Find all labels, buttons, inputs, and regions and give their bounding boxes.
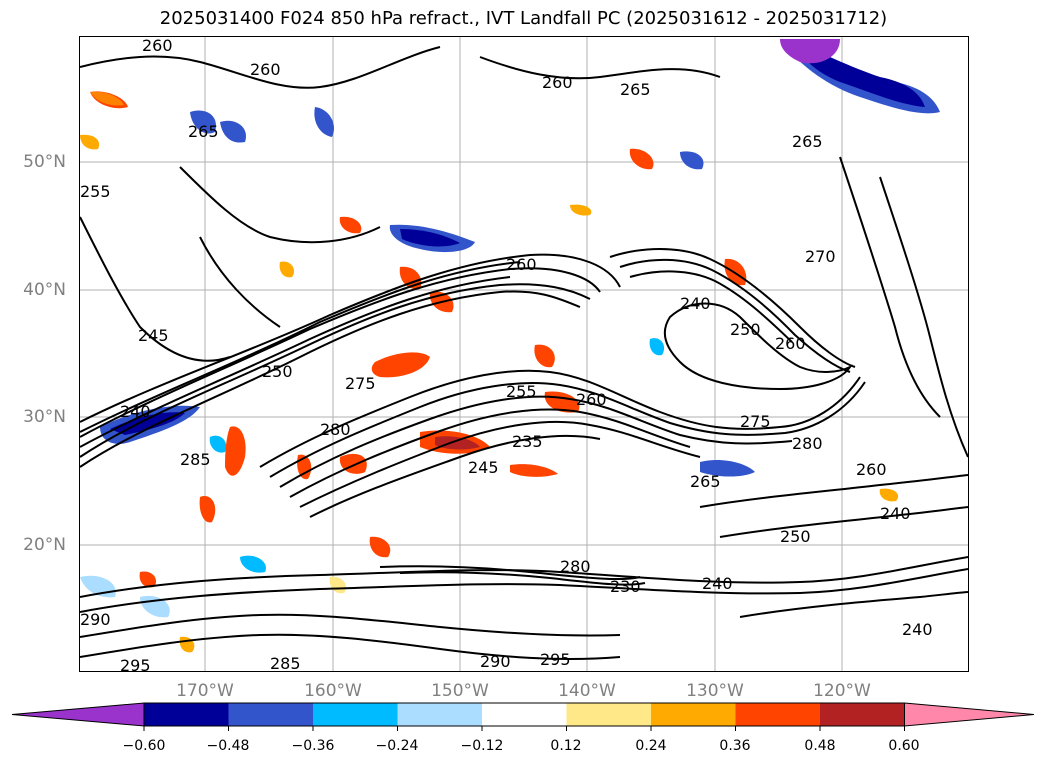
colorbar-tick-label: −0.48 (206, 738, 250, 754)
contour-label: 265 (792, 132, 823, 151)
contour-label: 285 (270, 654, 301, 671)
contour-label: 260 (856, 460, 887, 479)
contour-label: 280 (792, 434, 823, 453)
contour-label: 265 (188, 122, 219, 141)
contour-label: 295 (120, 656, 151, 671)
colorbar-tick-label: 0.48 (804, 738, 836, 754)
contour-label: 270 (805, 247, 836, 266)
contour-label: 280 (560, 557, 591, 576)
colorbar-segment (482, 703, 567, 726)
contour-label: 250 (262, 362, 293, 381)
contour-label: 240 (902, 620, 933, 639)
contour-label: 260 (775, 334, 806, 353)
map-canvas: 260 260 265 255 260 265 260 245 250 240 … (80, 37, 968, 671)
colorbar-tick-label: 0.24 (635, 738, 667, 754)
contour-label: 240 (120, 402, 151, 421)
contour-labels: 260 260 265 255 260 265 260 245 250 240 … (80, 37, 933, 671)
contour-label: 240 (680, 294, 711, 313)
contour-label: 250 (780, 527, 811, 546)
contour-label: 290 (480, 652, 511, 671)
colorbar-outline (143, 702, 905, 727)
lon-label-140w: 140°W (558, 681, 616, 701)
contour-label: 260 (142, 37, 173, 55)
colorbar-segment (313, 703, 398, 726)
lon-label-150w: 150°W (431, 681, 489, 701)
colorbar-tick-marks (143, 726, 905, 731)
colorbar-tick-label: 0.60 (888, 738, 920, 754)
contour-label: 255 (80, 182, 111, 201)
lat-label-50n: 50°N (23, 152, 66, 172)
lon-label-130w: 130°W (686, 681, 744, 701)
colorbar-segment (228, 703, 313, 726)
contour-label: 240 (702, 574, 733, 593)
graticule (80, 37, 968, 671)
contour-label: 260 (576, 390, 607, 409)
colorbar-segments (11, 702, 1035, 727)
colorbar-segment (566, 703, 651, 726)
lon-label-160w: 160°W (304, 681, 362, 701)
lat-label-20n: 20°N (23, 535, 66, 555)
colorbar-tick-label: −0.36 (291, 738, 335, 754)
contour-label: 250 (730, 320, 761, 339)
contour-label: 240 (880, 504, 911, 523)
colorbar-extend-high (904, 702, 1035, 727)
colorbar-tick-label: −0.24 (375, 738, 419, 754)
ivt-contours (80, 46, 968, 660)
contour-label: 245 (138, 326, 169, 345)
contour-label: 230 (610, 577, 641, 596)
contour-label: 275 (345, 374, 376, 393)
lat-label-40n: 40°N (23, 280, 66, 300)
colorbar-tick-label: 0.12 (550, 738, 582, 754)
refractivity-fill (80, 39, 940, 653)
lat-label-30n: 30°N (23, 407, 66, 427)
chart-title: 2025031400 F024 850 hPa refract., IVT La… (159, 8, 888, 29)
contour-label: 285 (180, 450, 211, 469)
lon-label-120w: 120°W (813, 681, 871, 701)
contour-label: 275 (740, 412, 771, 431)
contour-label: 255 (506, 382, 537, 401)
colorbar-segment (651, 703, 736, 726)
contour-label: 245 (468, 458, 499, 477)
colorbar-segment (820, 703, 905, 726)
lon-label-170w: 170°W (176, 681, 234, 701)
colorbar-tick-label: −0.60 (122, 738, 166, 754)
contour-label: 265 (620, 80, 651, 99)
map-panel: 260 260 265 255 260 265 260 245 250 240 … (79, 36, 969, 672)
contour-label: 260 (250, 60, 281, 79)
colorbar-segment (397, 703, 482, 726)
colorbar-tick-label: 0.36 (719, 738, 751, 754)
contour-label: 290 (80, 610, 111, 629)
colorbar-segment (144, 703, 229, 726)
contour-label: 235 (512, 432, 543, 451)
contour-label: 260 (542, 73, 573, 92)
contour-label: 295 (540, 650, 571, 669)
colorbar-extend-low (11, 702, 145, 727)
contour-label: 265 (690, 472, 721, 491)
contour-label: 260 (506, 255, 537, 274)
colorbar-tick-label: −0.12 (460, 738, 504, 754)
colorbar-segment (735, 703, 820, 726)
contour-label: 280 (320, 420, 351, 439)
